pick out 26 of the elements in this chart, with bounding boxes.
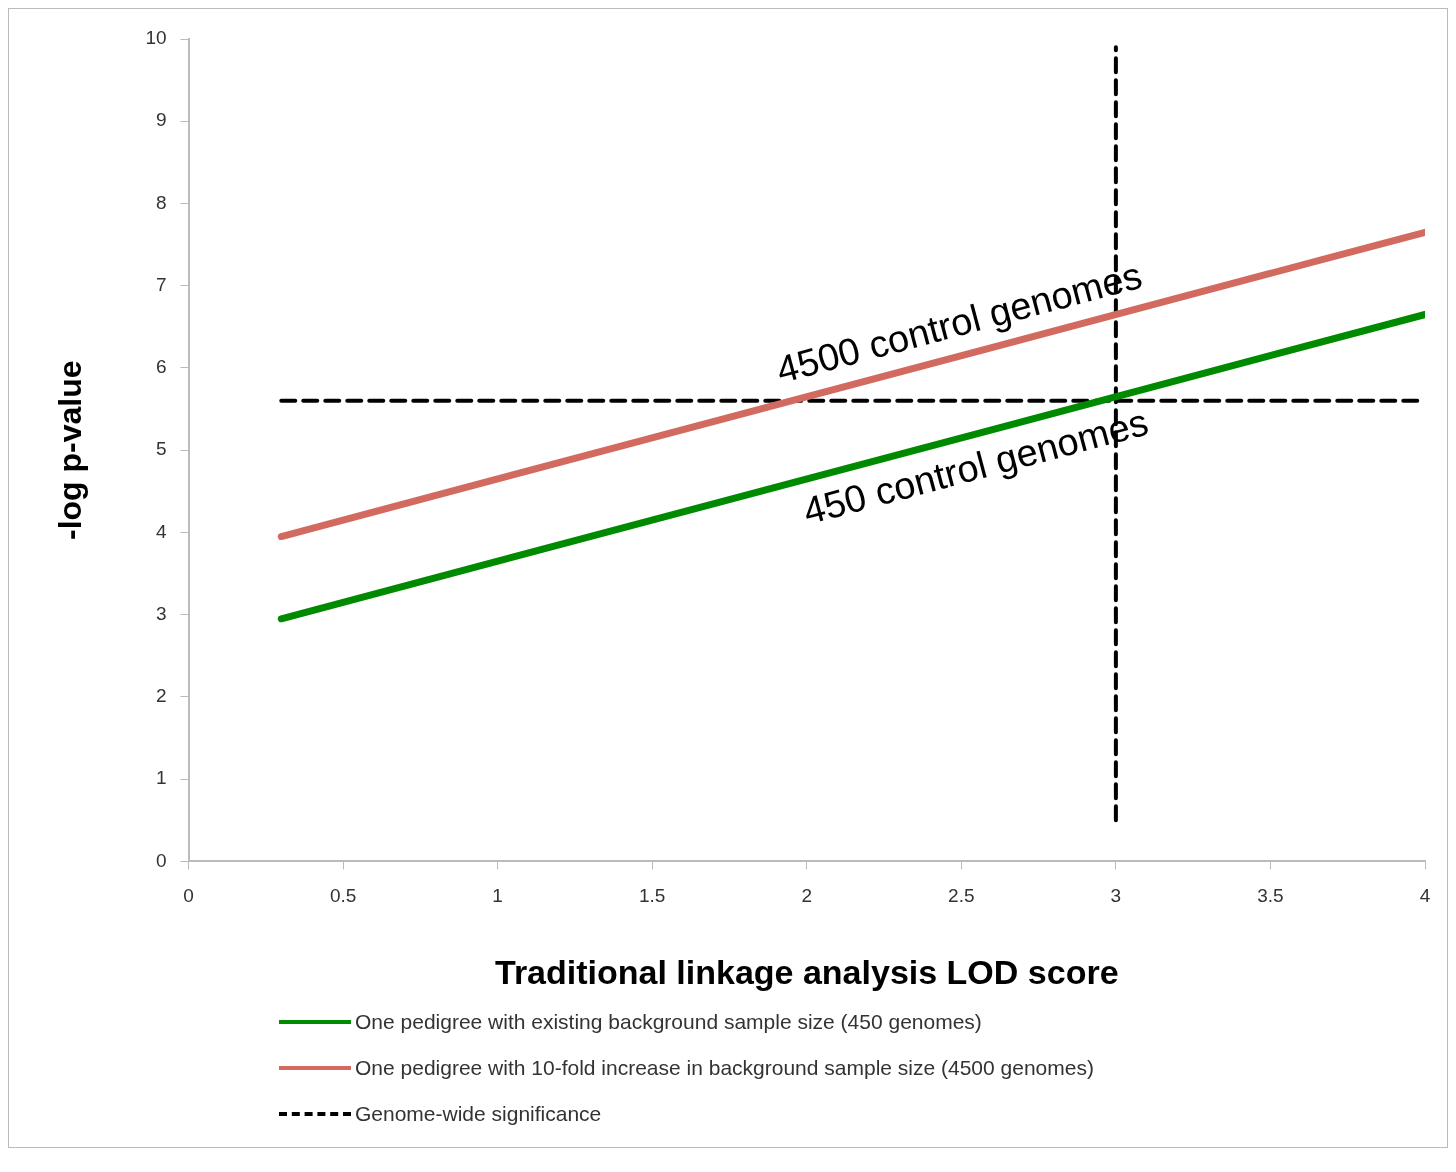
x-tick-label: 4	[1419, 885, 1431, 907]
legend-label: One pedigree with existing background sample size (450 genomes)	[355, 1010, 982, 1034]
y-tick-label: 7	[155, 273, 167, 295]
y-tick-label: 6	[155, 356, 167, 378]
y-tick-label: 2	[155, 685, 167, 707]
x-tick-label: 1.5	[639, 885, 666, 907]
x-tick-label: 3.5	[1257, 885, 1284, 907]
y-tick-label: 0	[155, 849, 167, 871]
x-axis-title: Traditional linkage analysis LOD score	[494, 952, 1119, 991]
annotation: 4500 control genomes	[772, 253, 1147, 392]
y-tick-label: 4	[155, 520, 167, 542]
x-tick-label: 0	[183, 885, 194, 907]
y-tick-label: 9	[155, 109, 167, 131]
x-tick-label: 2	[801, 885, 813, 907]
y-tick-label: 5	[155, 438, 167, 460]
y-tick-label: 10	[145, 27, 167, 49]
x-tick-label: 3	[1110, 885, 1122, 907]
legend-label: Genome-wide significance	[355, 1102, 602, 1126]
y-tick-label: 8	[155, 191, 167, 213]
y-tick-label: 3	[155, 602, 167, 624]
x-tick-label: 0.5	[329, 885, 357, 907]
x-tick-label: 2.5	[948, 885, 975, 907]
legend-label: One pedigree with 10-fold increase in background sample size (4500 genomes)	[355, 1056, 1094, 1080]
y-axis-title: -log p-value	[52, 360, 89, 540]
x-tick-label: 1	[492, 885, 503, 907]
y-tick-label: 1	[155, 767, 167, 789]
